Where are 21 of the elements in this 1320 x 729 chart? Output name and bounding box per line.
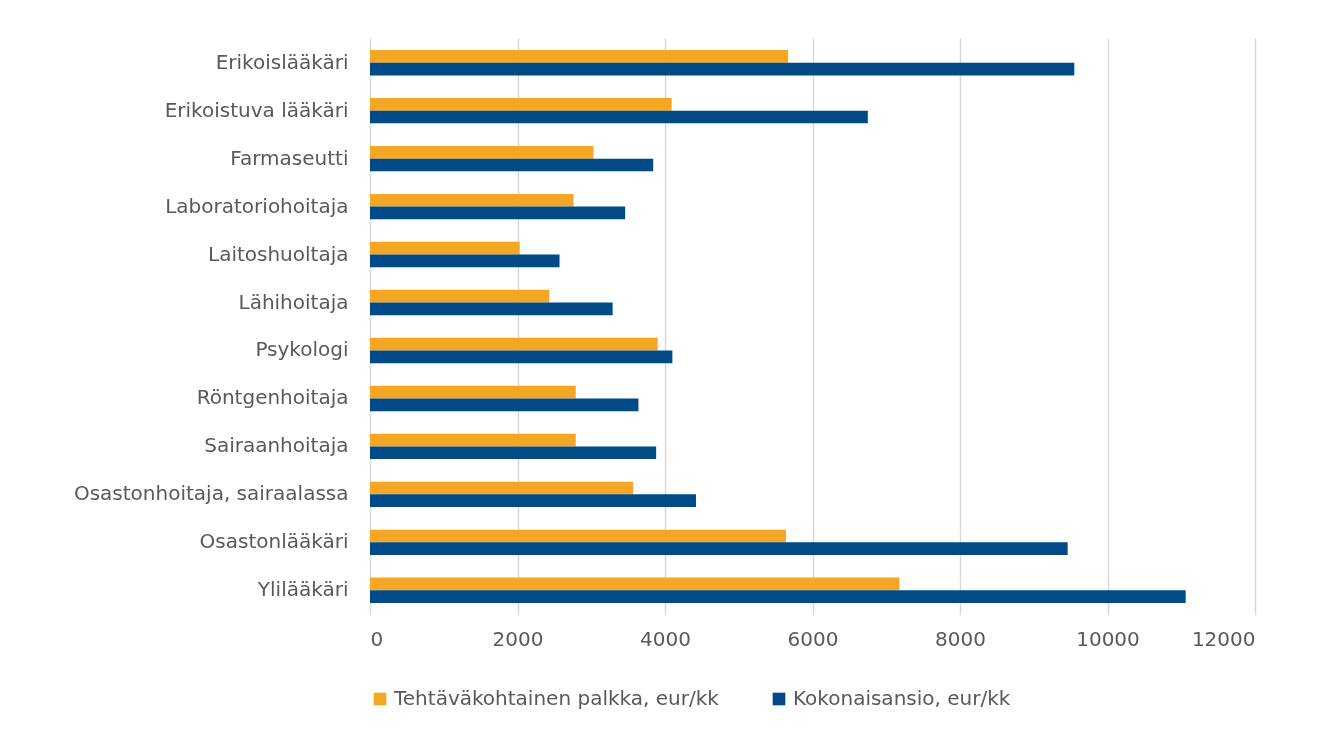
legend-label: Kokonaisansio, eur/kk bbox=[793, 686, 1011, 710]
x-tick-label: 2000 bbox=[492, 626, 544, 651]
legend-label: Tehtäväkohtainen palkka, eur/kk bbox=[393, 686, 720, 710]
y-tick-label: Osastonlääkäri bbox=[199, 529, 349, 554]
x-tick-label: 0 bbox=[370, 626, 384, 651]
y-tick-label: Erikoislääkäri bbox=[215, 49, 349, 74]
y-tick-label: Röntgenhoitaja bbox=[196, 385, 349, 410]
y-tick-label: Laboratoriohoitaja bbox=[165, 193, 349, 218]
x-tick-label: 10000 bbox=[1076, 626, 1140, 651]
y-tick-label: Farmaseutti bbox=[230, 145, 349, 170]
y-tick-label: Laitoshuoltaja bbox=[207, 241, 349, 266]
x-tick-label: 6000 bbox=[787, 626, 839, 651]
y-tick-label: Sairaanhoitaja bbox=[204, 433, 349, 458]
x-tick-label: 4000 bbox=[640, 626, 691, 651]
y-tick-label: Osastonhoitaja, sairaalassa bbox=[73, 481, 349, 506]
y-tick-label: Ylilääkäri bbox=[256, 577, 349, 602]
y-tick-label: Lähihoitaja bbox=[238, 289, 349, 314]
y-tick-label: Erikoistuva lääkäri bbox=[164, 97, 349, 122]
x-tick-label: 12000 bbox=[1191, 626, 1256, 651]
y-tick-label: Psykologi bbox=[255, 337, 349, 362]
x-tick-label: 8000 bbox=[935, 626, 986, 651]
